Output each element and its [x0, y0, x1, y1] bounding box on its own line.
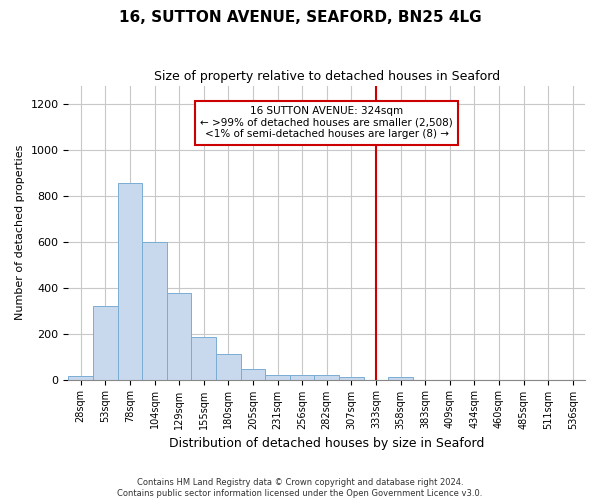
Bar: [265, 375, 290, 380]
Text: Contains HM Land Registry data © Crown copyright and database right 2024.
Contai: Contains HM Land Registry data © Crown c…: [118, 478, 482, 498]
Y-axis label: Number of detached properties: Number of detached properties: [15, 145, 25, 320]
Bar: [118, 183, 142, 380]
Bar: [142, 242, 167, 380]
Bar: [216, 354, 241, 380]
Bar: [339, 378, 364, 380]
Bar: [191, 337, 216, 380]
Text: 16, SUTTON AVENUE, SEAFORD, BN25 4LG: 16, SUTTON AVENUE, SEAFORD, BN25 4LG: [119, 10, 481, 25]
Bar: [93, 306, 118, 380]
X-axis label: Distribution of detached houses by size in Seaford: Distribution of detached houses by size …: [169, 437, 484, 450]
Bar: [68, 376, 93, 380]
Bar: [314, 375, 339, 380]
Title: Size of property relative to detached houses in Seaford: Size of property relative to detached ho…: [154, 70, 500, 83]
Text: 16 SUTTON AVENUE: 324sqm
← >99% of detached houses are smaller (2,508)
<1% of se: 16 SUTTON AVENUE: 324sqm ← >99% of detac…: [200, 106, 453, 140]
Bar: [241, 369, 265, 380]
Bar: [167, 294, 191, 380]
Bar: [388, 378, 413, 380]
Bar: [290, 375, 314, 380]
